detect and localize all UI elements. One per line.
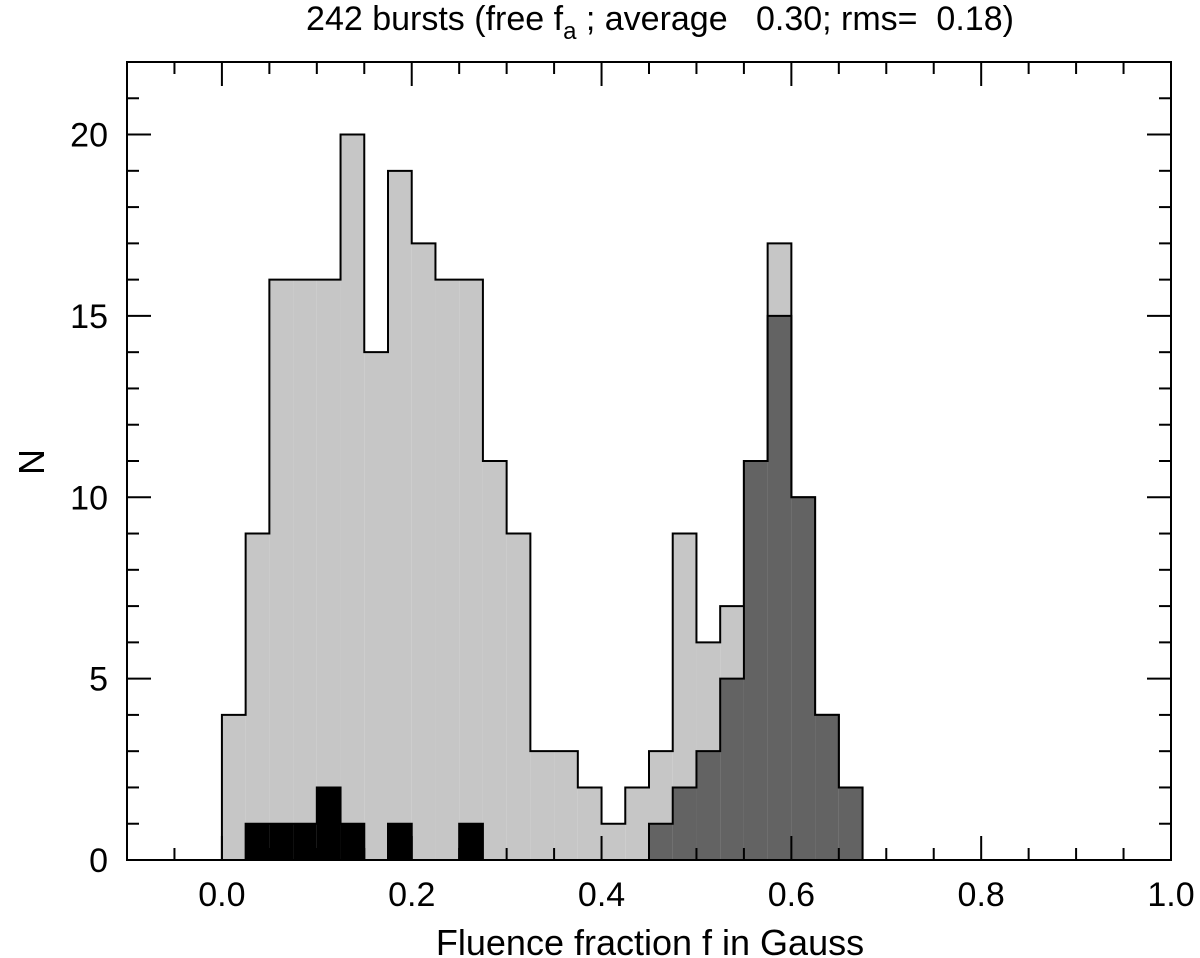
histogram-bar [435, 279, 460, 860]
histogram-bar [743, 461, 768, 860]
histogram-bar [601, 823, 626, 860]
histogram-bar [530, 751, 555, 860]
histogram-bar [411, 243, 436, 860]
histogram-bar [554, 751, 578, 860]
histogram-bar [459, 279, 483, 860]
x-tick-label: 0.2 [388, 876, 435, 914]
y-tick-label: 20 [70, 117, 108, 155]
histogram-bar [269, 823, 294, 860]
chart-title: 242 bursts (free fa ; average 0.30; rms=… [306, 0, 1014, 45]
histogram-bar [791, 497, 816, 860]
y-tick-label: 5 [89, 661, 108, 699]
x-tick-label: 0.0 [198, 876, 245, 914]
x-tick-label: 0.8 [958, 876, 1005, 914]
x-tick-label: 0.4 [578, 876, 625, 914]
chart-title-suffix: ; average 0.30; rms= 0.18) [576, 0, 1014, 38]
histogram-bar [672, 787, 697, 860]
histogram-bar [269, 279, 294, 860]
x-axis-label: Fluence fraction f in Gauss [436, 922, 864, 958]
histogram-bar [649, 823, 673, 860]
histogram-bar [293, 279, 317, 860]
chart-title-subscript: a [563, 18, 577, 45]
histogram-bar [245, 823, 270, 860]
histogram-bar [625, 787, 649, 860]
chart-title-prefix: 242 bursts (free f [306, 0, 564, 38]
histogram-bar [340, 134, 365, 860]
plot-frame [126, 61, 1172, 861]
histogram-bar [696, 751, 721, 860]
histogram-bar [293, 823, 317, 860]
histogram-bar [482, 461, 507, 860]
histogram-bar [815, 714, 839, 860]
histogram-bar [506, 533, 531, 860]
histogram-bar [221, 714, 246, 860]
x-tick-label: 1.0 [1147, 876, 1194, 914]
histogram-bar [767, 315, 792, 861]
histogram-bar [340, 823, 365, 860]
histogram-bar [316, 787, 341, 860]
histogram-bar [388, 823, 412, 860]
histogram-bar [245, 533, 270, 860]
y-tick-label: 10 [70, 479, 108, 517]
histogram-bar [388, 170, 412, 860]
histogram-bar [459, 823, 483, 860]
histogram-bars [220, 133, 864, 861]
histogram-bar [316, 279, 341, 860]
histogram-bar [720, 678, 744, 860]
x-tick-label: 0.6 [768, 876, 815, 914]
histogram-bar [838, 787, 863, 860]
histogram-bar [364, 352, 388, 860]
histogram-bar [672, 533, 697, 860]
axis-tick-labels: 0.0 0.2 0.4 0.6 0.8 1.0 0 5 10 15 20 [70, 117, 1194, 914]
y-tick-label: 0 [89, 842, 108, 880]
histogram-bar [577, 787, 602, 860]
y-axis-label: N [11, 449, 52, 475]
y-tick-label: 15 [70, 298, 108, 336]
